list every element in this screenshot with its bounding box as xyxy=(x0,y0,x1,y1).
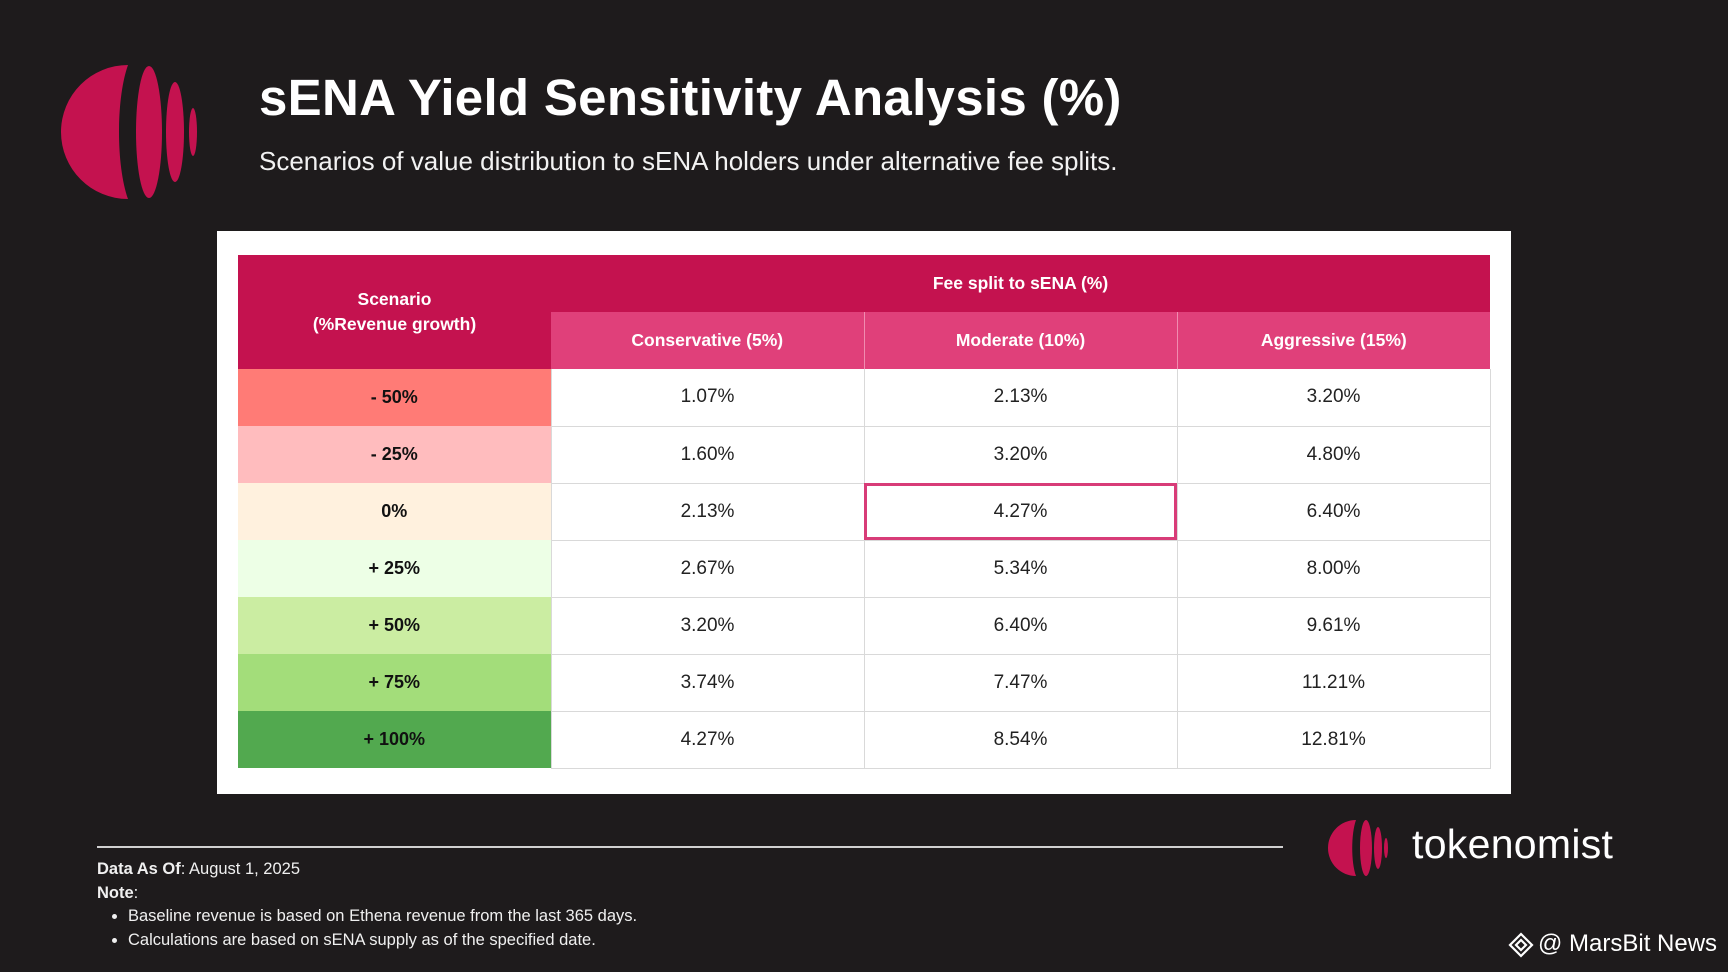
value-cell: 3.74% xyxy=(550,654,864,712)
value-cell: 6.40% xyxy=(863,597,1177,655)
scenario-header-line2: (%Revenue growth) xyxy=(312,314,477,334)
notes-list: Baseline revenue is based on Ethena reve… xyxy=(97,905,637,952)
scenario-cell: - 25% xyxy=(238,426,551,483)
scenario-header-line1: Scenario xyxy=(357,289,432,309)
value-cell: 3.20% xyxy=(550,597,864,655)
table-row: + 100% 4.27% 8.54% 12.81% xyxy=(238,711,1491,769)
scenario-cell: + 50% xyxy=(238,597,551,654)
data-as-of-value: : August 1, 2025 xyxy=(180,860,301,878)
column-header-aggressive: Aggressive (15%) xyxy=(1176,312,1491,369)
scenario-cell: - 50% xyxy=(238,369,551,426)
note-label: Note xyxy=(97,883,134,902)
scenario-cell: 0% xyxy=(238,483,551,540)
value-cell: 2.13% xyxy=(863,369,1177,427)
column-header-moderate: Moderate (10%) xyxy=(863,312,1177,369)
page-subtitle: Scenarios of value distribution to sENA … xyxy=(259,146,1118,176)
table-row: 0% 2.13% 4.27% 6.40% xyxy=(238,483,1491,541)
value-cell: 1.60% xyxy=(550,426,864,484)
table-row: + 50% 3.20% 6.40% 9.61% xyxy=(238,597,1491,655)
binance-diamond-icon xyxy=(1508,932,1534,958)
footer-divider xyxy=(97,846,1283,848)
value-cell: 11.21% xyxy=(1176,654,1491,712)
table-row: + 25% 2.67% 5.34% 8.00% xyxy=(238,540,1491,598)
scenario-cell: + 25% xyxy=(238,540,551,597)
scenario-cell: + 75% xyxy=(238,654,551,711)
value-cell: 8.00% xyxy=(1176,540,1491,598)
value-cell: 8.54% xyxy=(863,711,1177,769)
value-cell: 5.34% xyxy=(863,540,1177,598)
watermark: @ MarsBit News xyxy=(1508,930,1717,958)
value-cell: 2.13% xyxy=(550,483,864,541)
value-cell: 3.20% xyxy=(1176,369,1491,427)
sensitivity-table: Scenario (%Revenue growth) Fee split to … xyxy=(238,255,1491,769)
note-item: Calculations are based on sENA supply as… xyxy=(128,929,637,953)
watermark-text: @ MarsBit News xyxy=(1538,930,1718,957)
value-cell: 6.40% xyxy=(1176,483,1491,541)
tokenomist-logo-icon xyxy=(1328,820,1388,876)
value-cell: 12.81% xyxy=(1176,711,1491,769)
value-cell: 4.80% xyxy=(1176,426,1491,484)
table-row: + 75% 3.74% 7.47% 11.21% xyxy=(238,654,1491,712)
footnotes: Data As Of: August 1, 2025 Note: Baselin… xyxy=(97,858,637,952)
note-heading: Note: xyxy=(97,882,637,906)
value-cell: 7.47% xyxy=(863,654,1177,712)
data-as-of: Data As Of: August 1, 2025 xyxy=(97,858,637,882)
value-cell: 4.27% xyxy=(863,483,1177,541)
value-cell: 4.27% xyxy=(550,711,864,769)
note-colon: : xyxy=(133,883,139,902)
value-cell: 3.20% xyxy=(863,426,1177,484)
scenario-header: Scenario (%Revenue growth) xyxy=(238,255,551,369)
table-panel: Scenario (%Revenue growth) Fee split to … xyxy=(217,231,1511,794)
note-item: Baseline revenue is based on Ethena reve… xyxy=(128,905,637,929)
data-as-of-label: Data As Of xyxy=(97,860,181,878)
fee-split-header: Fee split to sENA (%) xyxy=(551,255,1491,312)
tokenomist-logo-icon xyxy=(61,65,197,199)
value-cell: 9.61% xyxy=(1176,597,1491,655)
value-cell: 1.07% xyxy=(550,369,864,427)
page-title: sENA Yield Sensitivity Analysis (%) xyxy=(259,69,1122,126)
column-header-conservative: Conservative (5%) xyxy=(551,312,864,369)
scenario-cell: + 100% xyxy=(238,711,551,768)
table-row: - 25% 1.60% 3.20% 4.80% xyxy=(238,426,1491,484)
brand-name: tokenomist xyxy=(1412,821,1614,867)
table-row: - 50% 1.07% 2.13% 3.20% xyxy=(238,369,1491,427)
value-cell: 2.67% xyxy=(550,540,864,598)
